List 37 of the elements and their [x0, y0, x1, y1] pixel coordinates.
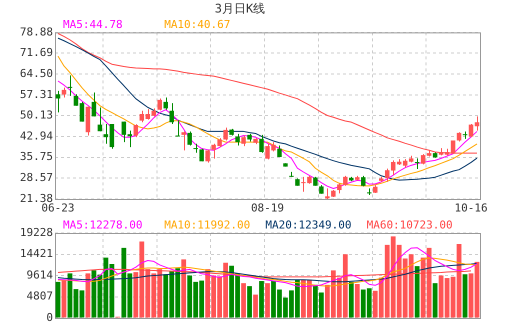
y-tick-label: 64.50 — [20, 66, 53, 80]
x-tick-label: 06-23 — [41, 201, 75, 214]
chart-title: 3月日K线 — [214, 1, 266, 16]
bar — [432, 283, 438, 318]
bar — [414, 266, 420, 318]
text: MA10:40.67 — [164, 18, 230, 31]
y-tick-label: 19228 — [20, 226, 53, 239]
bar — [56, 282, 60, 318]
y-tick-label: 35.75 — [20, 150, 53, 164]
bar — [241, 283, 246, 318]
bar — [354, 284, 360, 318]
bar — [253, 294, 258, 318]
bar — [62, 280, 66, 318]
text: MA5:44.78 — [63, 18, 123, 31]
x-tick-label: 10-16 — [454, 201, 488, 214]
bar — [247, 286, 252, 318]
bar — [259, 281, 264, 318]
y-tick-label: 78.88 — [20, 25, 53, 38]
y-tick-label: 57.31 — [20, 88, 53, 101]
x-tick-label: 08-19 — [250, 201, 284, 214]
y-tick-label: 28.57 — [20, 171, 53, 184]
y-tick-label: 9614 — [26, 268, 54, 282]
y-tick-label: 42.94 — [20, 129, 54, 142]
candlestick — [283, 163, 288, 167]
y-tick-label: 14421 — [20, 247, 53, 260]
text: MA5:12278.00 — [63, 218, 142, 232]
bar — [462, 274, 468, 318]
text: MA60:10723.00 — [366, 218, 453, 232]
bar — [265, 283, 270, 318]
y-tick-label: 0 — [46, 310, 53, 324]
y-tick-label: 71.69 — [20, 46, 53, 60]
text: MA10:11992.00 — [164, 218, 250, 232]
y-tick-label: 4807 — [26, 290, 53, 303]
bar — [86, 273, 90, 318]
y-tick-label: 50.13 — [20, 108, 53, 122]
bar — [348, 282, 354, 318]
text: MA20:12349.00 — [265, 218, 352, 232]
